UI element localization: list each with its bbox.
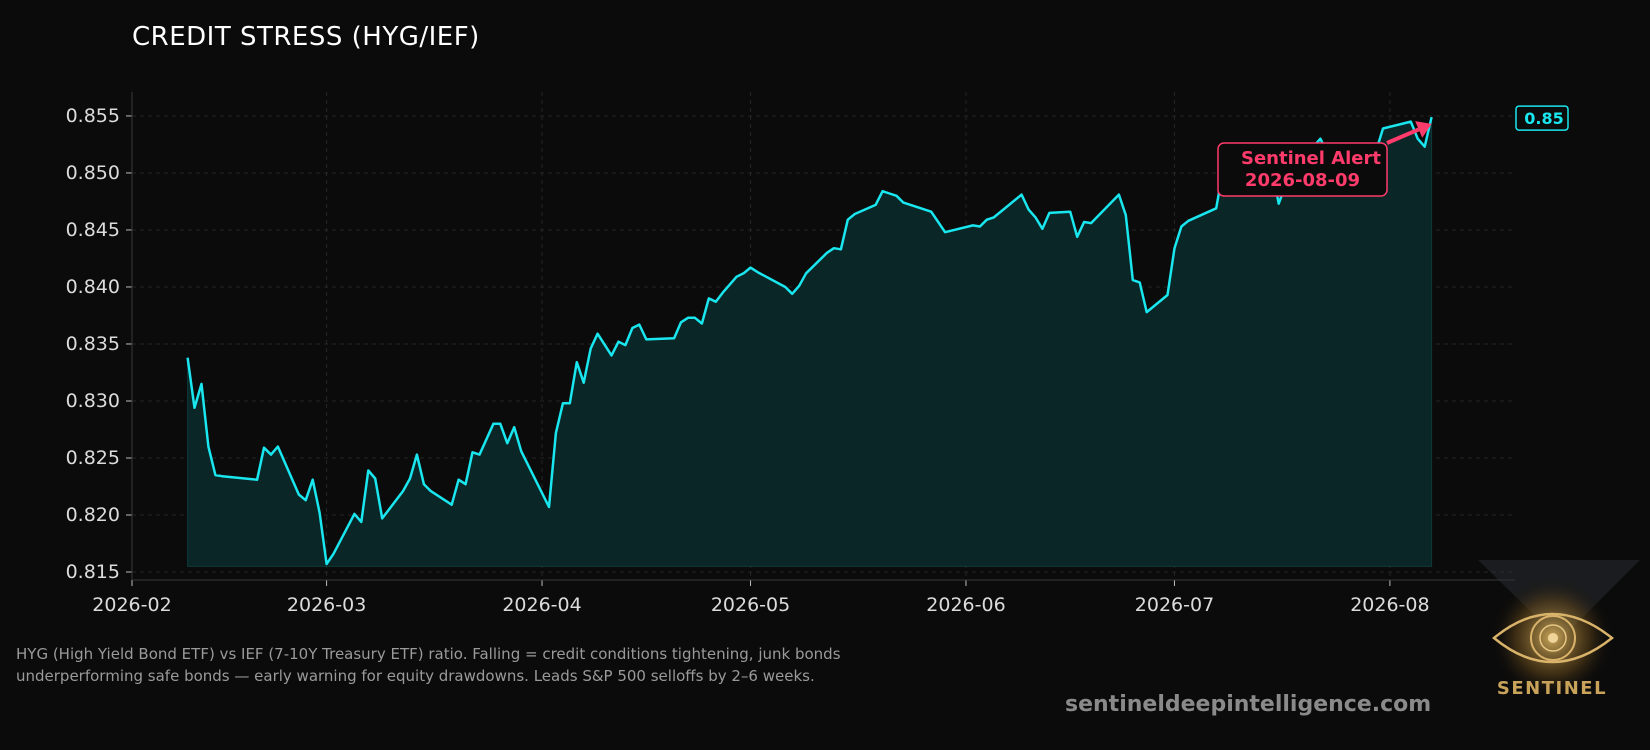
y-tick-label: 0.820 — [66, 504, 120, 526]
chart-title: CREDIT STRESS (HYG/IEF) — [132, 22, 480, 52]
alert-annotation-box — [1217, 142, 1388, 197]
sentinel-logo — [1478, 560, 1640, 700]
last-value-label: 0.85 — [1524, 109, 1563, 128]
y-tick-label: 0.845 — [66, 219, 120, 241]
y-tick-label: 0.855 — [66, 105, 120, 127]
logo-wordmark: SENTINEL — [1496, 678, 1608, 699]
y-tick-label: 0.835 — [66, 333, 120, 355]
eye-inner-ring-icon — [1539, 624, 1567, 652]
eye-iris-icon — [1530, 615, 1576, 661]
last-value-badge — [1515, 105, 1569, 131]
x-tick-label: 2026-08 — [1350, 594, 1429, 616]
y-tick-label: 0.825 — [66, 447, 120, 469]
alert-annotation-date: 2026-08-09 — [1245, 170, 1360, 191]
alert-arrow-head — [1415, 121, 1432, 138]
x-tick-label: 2026-07 — [1135, 594, 1214, 616]
y-tick-label: 0.815 — [66, 561, 120, 583]
website-link[interactable]: sentineldeepintelligence.com — [1065, 692, 1432, 717]
chart-caption: HYG (High Yield Bond ETF) vs IEF (7-10Y … — [16, 645, 841, 685]
eye-icon — [1492, 612, 1615, 664]
y-tick-label: 0.840 — [66, 276, 120, 298]
x-tick-label: 2026-06 — [926, 594, 1005, 616]
x-tick-label: 2026-05 — [711, 594, 790, 616]
eye-pupil-icon — [1548, 633, 1558, 643]
alert-annotation-title: Sentinel Alert — [1241, 148, 1381, 169]
alert-arrow-shaft — [1386, 127, 1420, 145]
x-tick-label: 2026-03 — [287, 594, 366, 616]
x-tick-label: 2026-02 — [92, 594, 171, 616]
axes: 0.815 0.820 0.825 0.830 0.835 0.840 0.845 0.850… — [66, 92, 1515, 616]
y-tick-label: 0.850 — [66, 162, 120, 184]
y-tick-label: 0.830 — [66, 390, 120, 412]
series-line — [186, 116, 1433, 566]
x-tick-label: 2026-04 — [502, 594, 581, 616]
